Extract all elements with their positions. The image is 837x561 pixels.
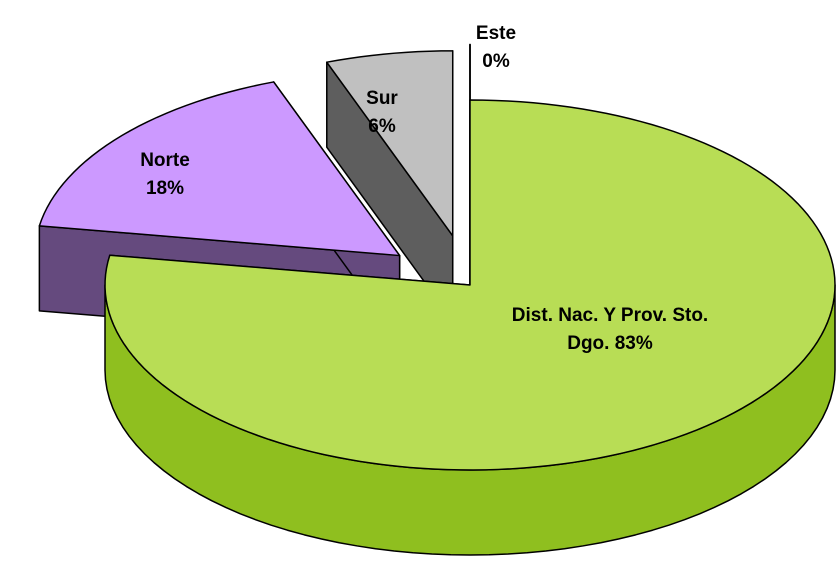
category-label: Dist. Nac. Y Prov. Sto. Dgo. [511,305,709,354]
category-label: Este [475,23,517,44]
slice-top [104,99,836,471]
category-label: Norte [140,150,190,171]
slice [326,50,454,322]
data-label: Sur 6% [357,85,407,141]
category-label: Sur [366,88,398,109]
value-label: 83% [614,333,653,354]
value-label: 0% [482,51,510,72]
slice [104,99,836,556]
data-label: Este 0% [471,20,521,76]
value-label: 18% [145,178,185,199]
data-label: Norte 18% [130,147,200,203]
slice-top [326,50,454,237]
slice-top [38,81,401,257]
data-label: Dist. Nac. Y Prov. Sto. Dgo. 83% [510,302,710,358]
value-label: 6% [368,116,396,137]
